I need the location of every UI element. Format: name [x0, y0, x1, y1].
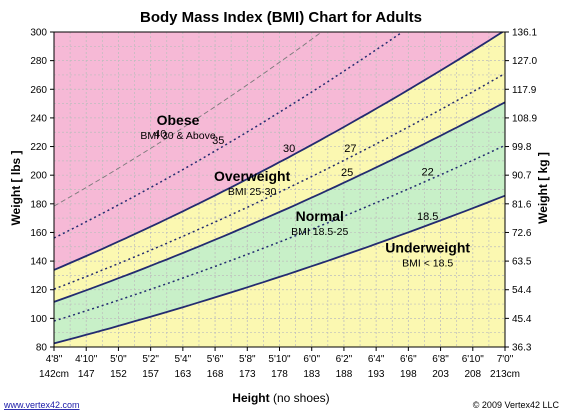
x-tick-label-cm: 147 [78, 369, 95, 380]
y-tick-label-lbs: 140 [30, 257, 47, 268]
x-tick-label-cm: 157 [142, 369, 159, 380]
x-tick-label-height: 4'10" [75, 354, 98, 365]
y-tick-label-kg: 99.8 [512, 142, 532, 153]
x-tick-label-cm: 142cm [39, 369, 69, 380]
region-title-obese: Obese [157, 112, 200, 128]
normal-region [54, 102, 505, 344]
x-tick-label-height: 6'2" [336, 354, 353, 365]
bmi-line-30 [53, 31, 503, 271]
x-tick-label-cm: 208 [464, 369, 481, 380]
obese-region [54, 32, 505, 270]
bmi-line-label: 35 [212, 135, 224, 147]
bmi-lines [53, 31, 506, 345]
bmi-line-label: 27 [344, 143, 356, 155]
y-tick-label-lbs: 260 [30, 85, 47, 96]
chart-title: Body Mass Index (BMI) Chart for Adults [140, 9, 422, 26]
bmi-line-27 [53, 72, 506, 290]
y-tick-label-kg: 90.7 [512, 171, 532, 182]
x-tick-label-height: 6'8" [432, 354, 449, 365]
region-title-normal: Normal [296, 208, 344, 224]
x-axis-label-suffix: (no shoes) [273, 391, 330, 405]
y-tick-label-kg: 108.9 [512, 113, 537, 124]
x-tick-label-height: 6'10" [462, 354, 485, 365]
y-tick-label-kg: 117.9 [512, 85, 537, 96]
x-tick-label-height: 6'4" [368, 354, 385, 365]
y-tick-label-kg: 54.4 [512, 285, 532, 296]
x-tick-label-height: 7'0" [497, 354, 514, 365]
x-tick-label-height: 5'8" [239, 354, 256, 365]
x-tick-label-cm: 188 [336, 369, 353, 380]
region-subtitle-overweight: BMI 25-30 [228, 186, 277, 198]
x-tick-label-cm: 178 [271, 369, 288, 380]
region-title-overweight: Overweight [214, 168, 291, 184]
y-tick-label-kg: 36.3 [512, 343, 532, 354]
x-tick-label-cm: 193 [368, 369, 385, 380]
x-axis-label-main: Height [232, 391, 269, 405]
x-axis-label: Height (no shoes) [232, 391, 329, 405]
y-tick-label-kg: 127.0 [512, 56, 537, 67]
y-axis-label-left: Weight [ lbs ] [9, 150, 23, 225]
y-tick-label-lbs: 120 [30, 285, 47, 296]
y-tick-label-kg: 45.4 [512, 314, 532, 325]
y-tick-label-lbs: 240 [30, 113, 47, 124]
region-subtitle-obese: BMI 30 & Above [140, 130, 215, 142]
x-tick-label-cm: 168 [207, 369, 224, 380]
x-tick-label-cm: 213cm [490, 369, 520, 380]
y-tick-label-lbs: 80 [36, 343, 48, 354]
x-tick-label-cm: 198 [400, 369, 417, 380]
y-axis-label-right: Weight [ kg ] [536, 152, 550, 224]
y-tick-label-lbs: 160 [30, 228, 47, 239]
footer-link[interactable]: www.vertex42.com [3, 400, 80, 410]
bmi-line-35 [53, 31, 403, 239]
bmi-line-18-5 [53, 194, 506, 345]
x-tick-label-cm: 183 [303, 369, 320, 380]
y-tick-label-kg: 72.6 [512, 228, 532, 239]
region-subtitle-normal: BMI 18.5-25 [291, 226, 348, 238]
y-tick-label-kg: 81.6 [512, 199, 532, 210]
bmi-line-40 [53, 31, 322, 207]
y-tick-label-lbs: 220 [30, 142, 47, 153]
bmi-line-label: 22 [422, 166, 434, 178]
y-tick-label-lbs: 300 [30, 28, 47, 39]
y-tick-label-kg: 63.5 [512, 257, 532, 268]
footer-copyright: © 2009 Vertex42 LLC [473, 400, 560, 410]
x-tick-label-height: 6'6" [400, 354, 417, 365]
x-tick-label-height: 5'2" [142, 354, 159, 365]
x-tick-label-cm: 203 [432, 369, 449, 380]
x-tick-label-height: 6'0" [303, 354, 320, 365]
region-title-underweight: Underweight [385, 240, 470, 256]
y-tick-label-lbs: 100 [30, 314, 47, 325]
region-subtitle-underweight: BMI < 18.5 [402, 258, 453, 270]
x-tick-label-cm: 152 [110, 369, 127, 380]
bmi-line-label: 18.5 [417, 211, 438, 223]
bmi-line-label: 30 [283, 143, 295, 155]
x-tick-label-cm: 163 [175, 369, 192, 380]
bmi-line-25 [53, 101, 506, 303]
y-tick-label-lbs: 180 [30, 199, 47, 210]
bmi-line-label: 40 [154, 128, 166, 140]
bmi-line-label: 25 [341, 167, 353, 179]
x-tick-label-height: 5'4" [175, 354, 192, 365]
y-tick-label-lbs: 200 [30, 171, 47, 182]
y-tick-label-lbs: 280 [30, 56, 47, 67]
y-tick-label-kg: 136.1 [512, 28, 537, 39]
x-tick-label-height: 5'6" [207, 354, 224, 365]
x-tick-label-height: 5'10" [268, 354, 291, 365]
x-tick-label-cm: 173 [239, 369, 256, 380]
axis-ticks: 4'8" 4'10" 5'0" 5'2" 5'4" 5'6" 5'8" 5'10" 6'0" 6'… [30, 28, 537, 381]
bmi-line-22 [53, 144, 506, 322]
x-tick-label-height: 5'0" [110, 354, 127, 365]
x-tick-label-height: 4'8" [46, 354, 63, 365]
